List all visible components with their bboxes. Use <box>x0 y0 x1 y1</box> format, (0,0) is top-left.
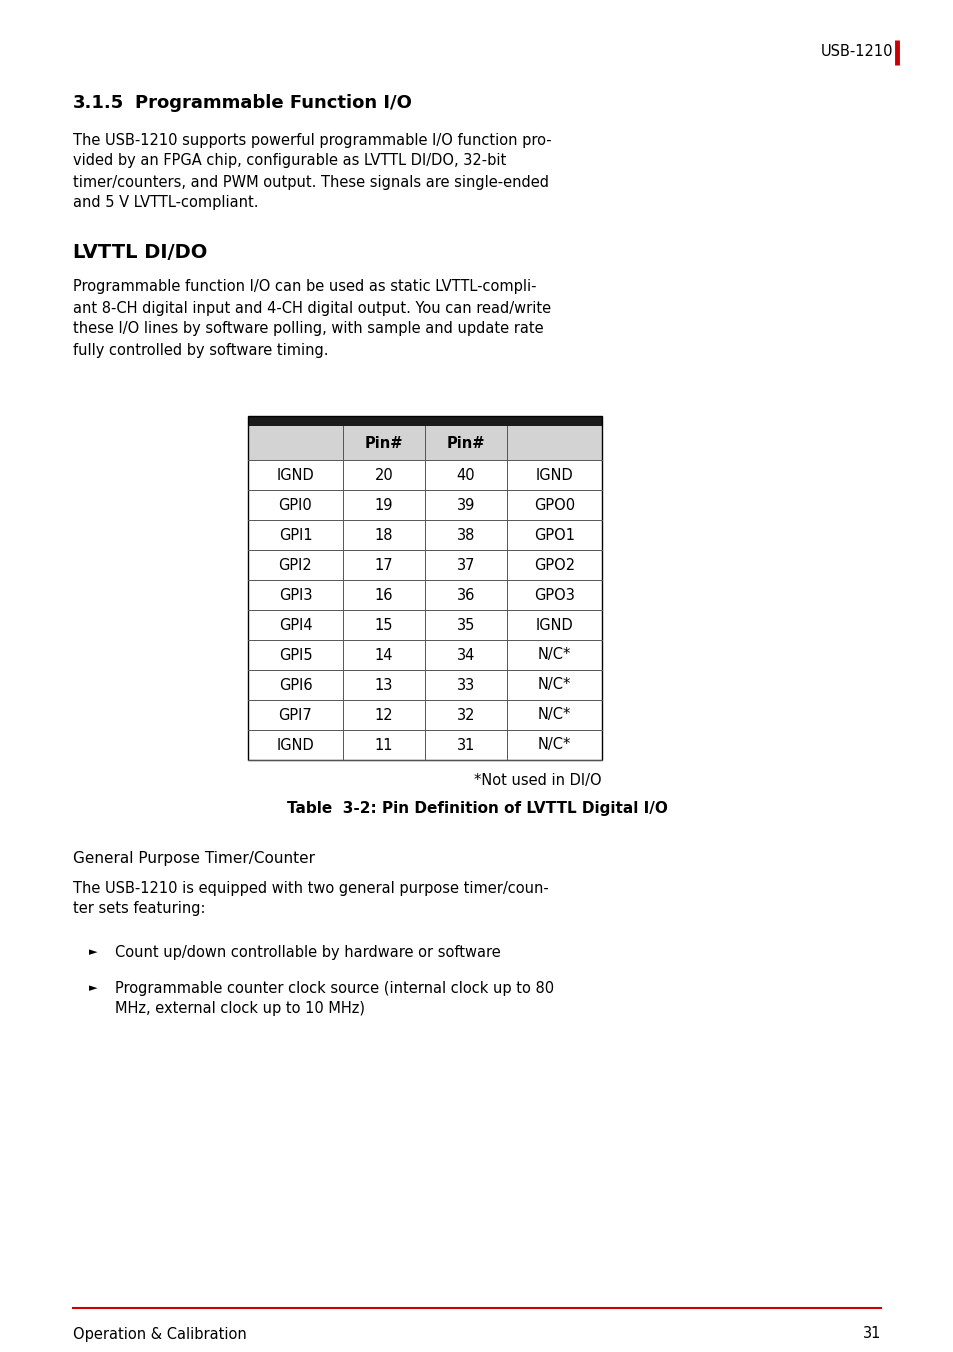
Text: 40: 40 <box>456 468 475 483</box>
Text: 15: 15 <box>375 618 393 633</box>
Text: 34: 34 <box>456 648 475 662</box>
Text: 19: 19 <box>375 498 393 512</box>
Text: The USB-1210 supports powerful programmable I/O function pro-: The USB-1210 supports powerful programma… <box>73 132 551 147</box>
Text: Programmable Function I/O: Programmable Function I/O <box>135 95 412 112</box>
Text: GPO3: GPO3 <box>534 588 575 603</box>
Text: fully controlled by software timing.: fully controlled by software timing. <box>73 342 328 357</box>
Text: 11: 11 <box>375 737 393 753</box>
Text: 39: 39 <box>456 498 475 512</box>
Text: GPI4: GPI4 <box>278 618 312 633</box>
Text: LVTTL DI/DO: LVTTL DI/DO <box>73 242 207 261</box>
Bar <box>248 730 601 760</box>
Text: Programmable function I/O can be used as static LVTTL-compli-: Programmable function I/O can be used as… <box>73 280 536 295</box>
Text: 36: 36 <box>456 588 475 603</box>
Bar <box>248 610 601 639</box>
Text: MHz, external clock up to 10 MHz): MHz, external clock up to 10 MHz) <box>115 1002 365 1017</box>
Text: IGND: IGND <box>535 468 573 483</box>
Text: Pin#: Pin# <box>446 435 485 450</box>
Text: Pin#: Pin# <box>364 435 403 450</box>
Text: IGND: IGND <box>535 618 573 633</box>
Text: 32: 32 <box>456 707 475 722</box>
Text: GPI0: GPI0 <box>278 498 312 512</box>
Text: Table  3-2: Pin Definition of LVTTL Digital I/O: Table 3-2: Pin Definition of LVTTL Digit… <box>286 800 667 815</box>
Text: and 5 V LVTTL-compliant.: and 5 V LVTTL-compliant. <box>73 196 258 211</box>
Text: IGND: IGND <box>276 468 314 483</box>
Text: 33: 33 <box>456 677 475 692</box>
Text: timer/counters, and PWM output. These signals are single-ended: timer/counters, and PWM output. These si… <box>73 174 548 189</box>
Bar <box>248 416 601 426</box>
Text: 17: 17 <box>375 557 393 572</box>
Text: IGND: IGND <box>276 737 314 753</box>
Text: Count up/down controllable by hardware or software: Count up/down controllable by hardware o… <box>115 945 500 960</box>
Text: GPI7: GPI7 <box>278 707 312 722</box>
Bar <box>248 416 601 760</box>
Text: N/C*: N/C* <box>537 677 571 692</box>
Text: 35: 35 <box>456 618 475 633</box>
Text: 13: 13 <box>375 677 393 692</box>
Bar <box>248 639 601 671</box>
Text: ant 8-CH digital input and 4-CH digital output. You can read/write: ant 8-CH digital input and 4-CH digital … <box>73 300 551 315</box>
Text: Operation & Calibration: Operation & Calibration <box>73 1326 247 1341</box>
Text: 37: 37 <box>456 557 475 572</box>
Text: 14: 14 <box>375 648 393 662</box>
Text: USB-1210: USB-1210 <box>820 45 892 59</box>
Bar <box>248 700 601 730</box>
Text: ter sets featuring:: ter sets featuring: <box>73 902 205 917</box>
Text: 16: 16 <box>375 588 393 603</box>
Text: 12: 12 <box>375 707 393 722</box>
Bar <box>248 489 601 521</box>
Text: GPI2: GPI2 <box>278 557 312 572</box>
Text: 31: 31 <box>456 737 475 753</box>
Bar <box>248 550 601 580</box>
Text: The USB-1210 is equipped with two general purpose timer/coun-: The USB-1210 is equipped with two genera… <box>73 880 548 895</box>
Bar <box>248 426 601 460</box>
Text: GPO0: GPO0 <box>534 498 575 512</box>
Bar <box>248 580 601 610</box>
Text: N/C*: N/C* <box>537 648 571 662</box>
Text: *Not used in DI/O: *Not used in DI/O <box>474 772 601 787</box>
Text: N/C*: N/C* <box>537 737 571 753</box>
Text: N/C*: N/C* <box>537 707 571 722</box>
Text: General Purpose Timer/Counter: General Purpose Timer/Counter <box>73 850 314 865</box>
Text: ►: ► <box>89 983 97 992</box>
Bar <box>248 521 601 550</box>
Text: 20: 20 <box>375 468 393 483</box>
Bar <box>248 671 601 700</box>
Text: 18: 18 <box>375 527 393 542</box>
Text: GPI3: GPI3 <box>278 588 312 603</box>
Text: 31: 31 <box>862 1326 880 1341</box>
Text: GPI1: GPI1 <box>278 527 312 542</box>
Text: GPI6: GPI6 <box>278 677 312 692</box>
Text: 3.1.5: 3.1.5 <box>73 95 124 112</box>
Text: vided by an FPGA chip, configurable as LVTTL DI/DO, 32-bit: vided by an FPGA chip, configurable as L… <box>73 154 506 169</box>
Text: 38: 38 <box>456 527 475 542</box>
Bar <box>248 460 601 489</box>
Text: GPO2: GPO2 <box>534 557 575 572</box>
Text: GPO1: GPO1 <box>534 527 575 542</box>
Text: ►: ► <box>89 946 97 957</box>
Text: GPI5: GPI5 <box>278 648 312 662</box>
Text: Programmable counter clock source (internal clock up to 80: Programmable counter clock source (inter… <box>115 980 554 995</box>
Text: these I/O lines by software polling, with sample and update rate: these I/O lines by software polling, wit… <box>73 322 543 337</box>
